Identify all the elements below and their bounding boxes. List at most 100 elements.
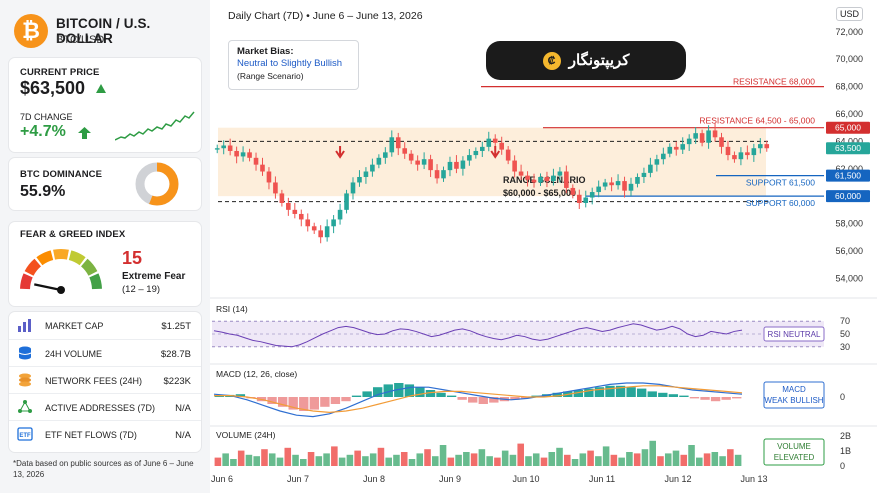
range-label: RANGE SCENARIO bbox=[503, 175, 586, 185]
volume-bar bbox=[509, 454, 517, 466]
volume-bar bbox=[602, 446, 610, 466]
network-icon bbox=[18, 400, 32, 413]
volume-bar bbox=[354, 450, 361, 466]
gauge-segment bbox=[24, 258, 42, 276]
macd-title: MACD (12, 26, close) bbox=[216, 369, 297, 379]
candle-body bbox=[615, 181, 621, 186]
volume-tick: 0 bbox=[840, 461, 845, 471]
volume-bar bbox=[494, 457, 501, 466]
volume-bar bbox=[571, 459, 579, 466]
candle-body bbox=[389, 137, 395, 153]
macd-line bbox=[213, 382, 743, 418]
candle-body bbox=[596, 186, 601, 193]
volume-badge-box bbox=[763, 438, 825, 466]
fear-greed-gauge bbox=[20, 249, 102, 294]
volume-bar bbox=[284, 447, 292, 466]
fear-greed-value: 15 bbox=[122, 248, 143, 268]
candle-body bbox=[648, 164, 653, 173]
candle-body bbox=[227, 145, 233, 151]
currency-selector[interactable]: USD bbox=[836, 7, 864, 21]
data-footnote: *Data based on public sources as of June… bbox=[13, 459, 194, 479]
macd-badge-line2: WEAK BULLISH bbox=[764, 396, 823, 405]
gauge-segment bbox=[20, 273, 33, 290]
candle-body bbox=[350, 182, 356, 194]
volume-bar bbox=[501, 450, 509, 466]
price-card: CURRENT PRICE $63,500 7D CHANGE +4.7% bbox=[9, 58, 201, 152]
range-box bbox=[218, 127, 766, 197]
candle-body bbox=[557, 171, 563, 176]
y-tick-label: 68,000 bbox=[835, 82, 863, 92]
candle-body bbox=[357, 176, 362, 183]
candle-body bbox=[745, 152, 750, 156]
macd-histogram-bar bbox=[647, 391, 657, 397]
candle-body bbox=[298, 213, 304, 220]
svg-text:ETF: ETF bbox=[19, 433, 31, 439]
volume-bar bbox=[362, 456, 369, 466]
candle-body bbox=[538, 176, 543, 183]
x-tick-label: Jun 11 bbox=[589, 474, 615, 484]
volume-bar bbox=[424, 449, 431, 466]
volume-bar bbox=[323, 453, 330, 466]
volume-bar bbox=[579, 453, 587, 466]
y-tick-label: 58,000 bbox=[835, 219, 863, 229]
volume-badge-line1: VOLUME bbox=[777, 442, 811, 451]
macd-histogram-bar bbox=[320, 397, 330, 407]
candle-body bbox=[712, 130, 718, 138]
volume-bar bbox=[214, 457, 222, 466]
gauge-segment bbox=[89, 273, 102, 290]
metric-row-addresses: ACTIVE ADDRESSES (7D) N/A bbox=[9, 393, 201, 420]
macd-histogram-bar bbox=[404, 384, 415, 397]
volume-bar bbox=[633, 453, 641, 466]
candle-body bbox=[447, 161, 453, 171]
volume-bar bbox=[478, 449, 486, 466]
level-tag-bg bbox=[826, 190, 870, 203]
macd-histogram-bar bbox=[425, 390, 436, 397]
macd-histogram-bar bbox=[605, 385, 615, 397]
volume-bar bbox=[230, 459, 237, 466]
candle-body bbox=[305, 219, 311, 227]
volume-bar bbox=[292, 454, 299, 466]
x-tick-label: Jun 12 bbox=[664, 474, 691, 484]
bias-title: Market Bias: bbox=[237, 46, 294, 57]
market-bias-box: Market Bias: Neutral to Slightly Bullish… bbox=[228, 40, 359, 90]
x-tick-label: Jun 7 bbox=[287, 474, 309, 484]
volume-bar bbox=[416, 453, 424, 466]
macd-histogram-bar bbox=[299, 397, 309, 411]
macd-histogram-bar bbox=[721, 397, 731, 400]
candle-body bbox=[751, 148, 757, 156]
x-tick-label: Jun 8 bbox=[363, 474, 385, 484]
volume-bar bbox=[432, 456, 439, 466]
level-tag: 60,000 bbox=[835, 191, 861, 201]
candle-body bbox=[473, 150, 479, 156]
candle-body bbox=[654, 159, 660, 165]
candle-body bbox=[693, 133, 698, 139]
pair-title: BITCOIN / U.S. DOLLAR bbox=[56, 16, 151, 46]
volume-bar bbox=[657, 456, 664, 466]
candle-body bbox=[486, 138, 492, 147]
down-arrow-icon bbox=[490, 146, 501, 159]
candle-body bbox=[324, 226, 330, 238]
metric-value: $223K bbox=[163, 376, 191, 387]
candle-body bbox=[441, 170, 446, 179]
macd-histogram-bar bbox=[658, 392, 668, 397]
macd-histogram-bar bbox=[689, 397, 700, 399]
volume-bar bbox=[385, 457, 392, 466]
fear-greed-status: Extreme Fear bbox=[122, 271, 186, 282]
dominance-label: BTC DOMINANCE bbox=[20, 169, 103, 180]
volume-bar bbox=[408, 459, 416, 466]
y-tick-label: 64,000 bbox=[835, 136, 863, 146]
rsi-title: RSI (14) bbox=[216, 304, 248, 314]
candle-body bbox=[531, 179, 537, 183]
volume-bar bbox=[696, 457, 703, 466]
candle-body bbox=[408, 153, 414, 161]
bias-value: Neutral to Slightly Bullish bbox=[237, 58, 343, 69]
macd-histogram-bar bbox=[489, 397, 499, 403]
candle-body bbox=[719, 137, 724, 147]
candle-body bbox=[492, 138, 498, 143]
candle-body bbox=[505, 149, 511, 161]
fear-greed-label: FEAR & GREED INDEX bbox=[20, 229, 126, 240]
volume-bar bbox=[688, 445, 695, 466]
volume-bar bbox=[719, 456, 726, 466]
price-up-arrow-icon bbox=[96, 84, 106, 93]
macd-histogram-bar bbox=[446, 395, 457, 397]
